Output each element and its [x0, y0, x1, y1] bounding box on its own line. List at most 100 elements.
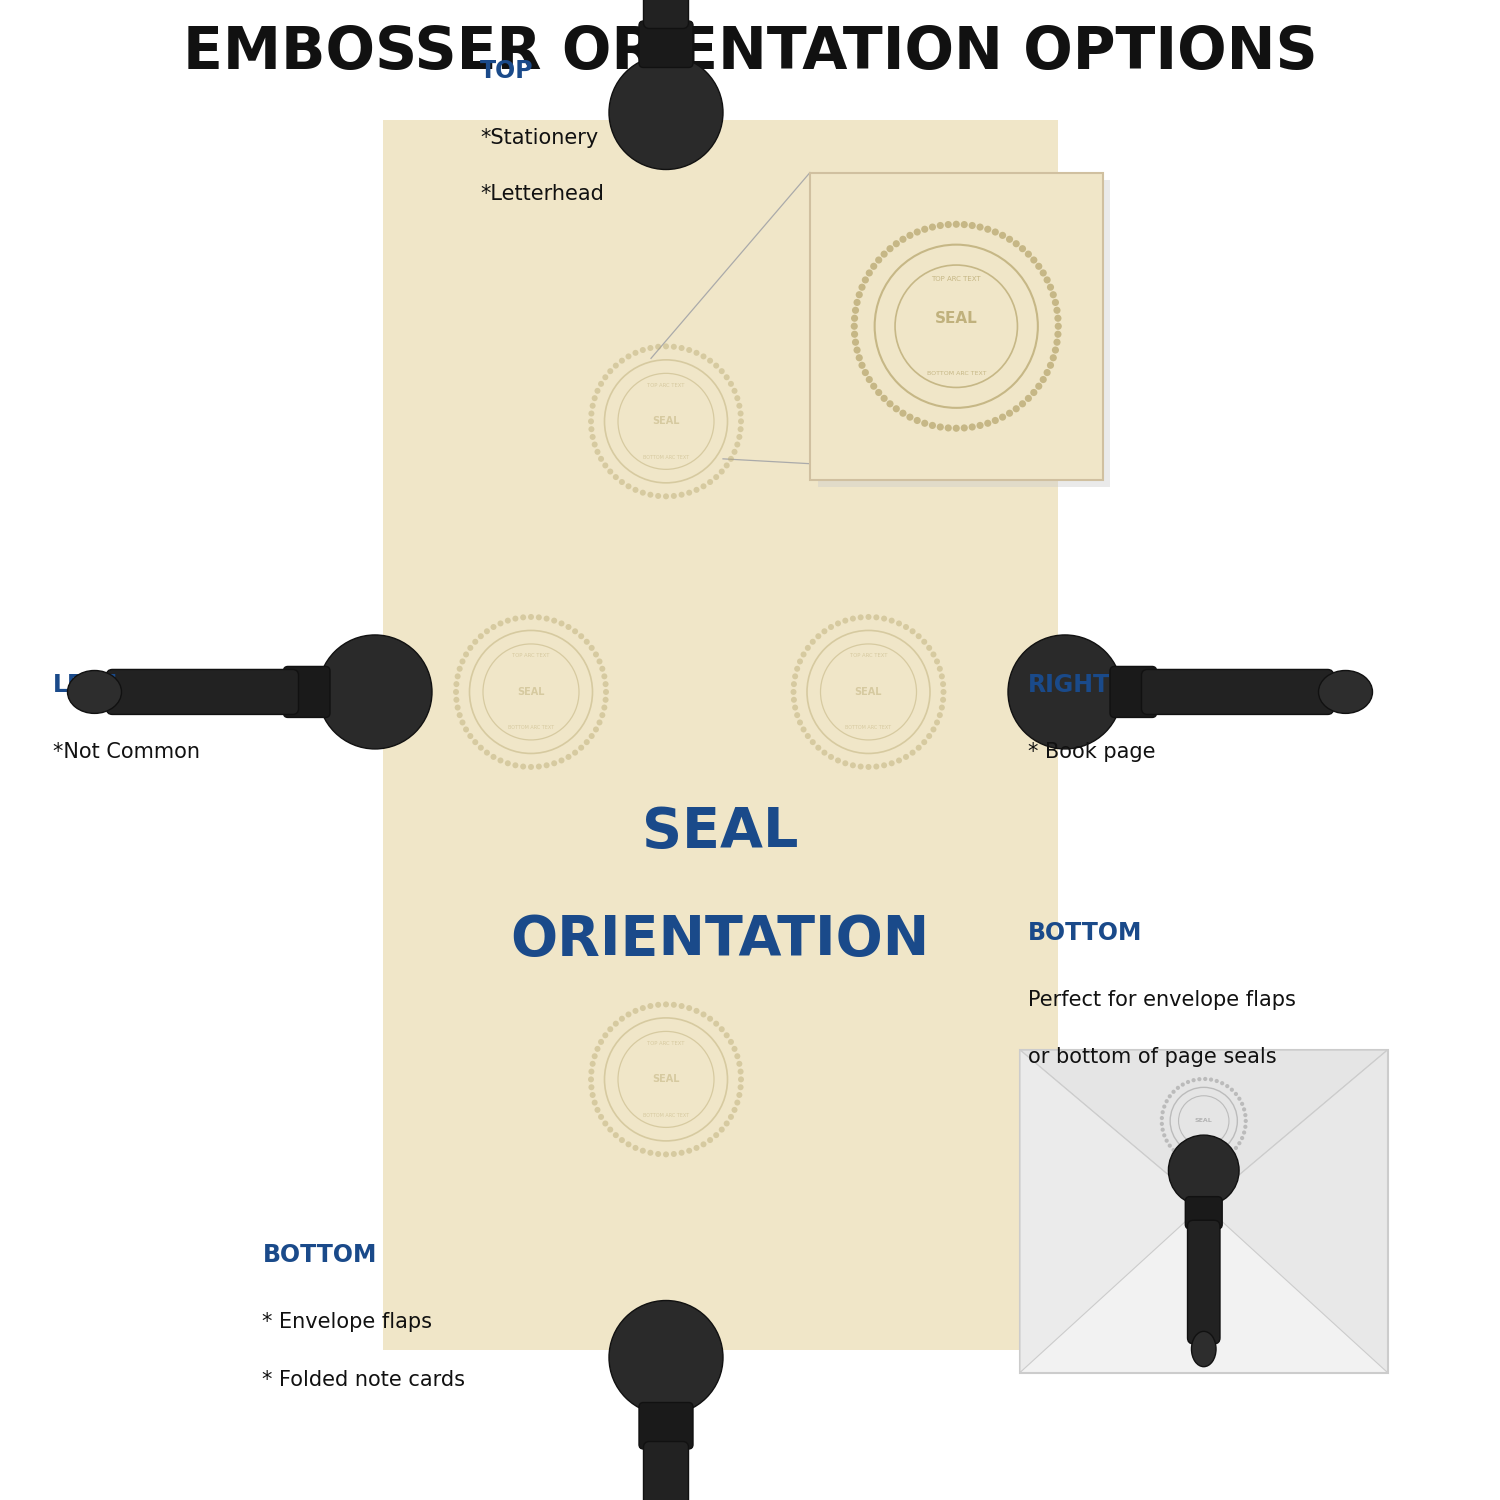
Circle shape	[686, 1148, 692, 1154]
Polygon shape	[1020, 1050, 1388, 1205]
Circle shape	[1024, 251, 1032, 258]
Circle shape	[590, 1060, 596, 1066]
Circle shape	[790, 698, 796, 703]
Circle shape	[738, 411, 744, 417]
Circle shape	[852, 306, 859, 314]
Circle shape	[706, 1016, 712, 1022]
Circle shape	[1180, 1155, 1185, 1160]
Circle shape	[1234, 1092, 1238, 1096]
Circle shape	[738, 1077, 744, 1083]
Circle shape	[614, 474, 620, 480]
Circle shape	[590, 404, 596, 410]
Circle shape	[732, 388, 738, 394]
Circle shape	[858, 764, 864, 770]
Text: EMBOSSER ORIENTATION OPTIONS: EMBOSSER ORIENTATION OPTIONS	[183, 24, 1317, 81]
Circle shape	[1161, 1110, 1166, 1114]
Circle shape	[735, 1100, 741, 1106]
Text: SEAL: SEAL	[652, 417, 680, 426]
Circle shape	[603, 375, 609, 381]
Circle shape	[670, 1002, 676, 1008]
Text: BOTTOM: BOTTOM	[1028, 921, 1142, 945]
Circle shape	[663, 1002, 669, 1008]
Circle shape	[914, 417, 921, 424]
Circle shape	[700, 354, 706, 360]
Circle shape	[732, 448, 738, 454]
Text: * Envelope flaps: * Envelope flaps	[262, 1312, 432, 1332]
Circle shape	[900, 236, 906, 243]
Text: SEAL: SEAL	[652, 1074, 680, 1084]
Circle shape	[588, 734, 594, 740]
Circle shape	[880, 251, 888, 258]
Circle shape	[969, 222, 976, 230]
Circle shape	[928, 224, 936, 231]
Circle shape	[670, 494, 676, 500]
Circle shape	[478, 633, 484, 639]
Circle shape	[1168, 1136, 1239, 1206]
Circle shape	[1162, 1104, 1167, 1108]
Circle shape	[926, 645, 932, 651]
Circle shape	[603, 1120, 609, 1126]
Circle shape	[850, 315, 858, 322]
Circle shape	[1167, 1143, 1172, 1148]
Circle shape	[584, 740, 590, 746]
Circle shape	[892, 240, 900, 248]
Circle shape	[850, 322, 858, 330]
Circle shape	[794, 666, 800, 672]
Circle shape	[735, 441, 741, 447]
Circle shape	[909, 628, 915, 634]
Circle shape	[976, 224, 984, 231]
Circle shape	[736, 433, 742, 439]
Circle shape	[1052, 346, 1059, 354]
Text: TOP ARC TEXT: TOP ARC TEXT	[849, 654, 886, 658]
Circle shape	[1160, 1116, 1164, 1120]
Circle shape	[513, 615, 519, 621]
Text: BOTTOM ARC TEXT: BOTTOM ARC TEXT	[644, 454, 688, 460]
Circle shape	[1234, 1146, 1238, 1150]
Circle shape	[603, 681, 609, 687]
Text: *Not Common: *Not Common	[53, 742, 200, 762]
Circle shape	[926, 734, 932, 740]
Circle shape	[603, 698, 609, 703]
Circle shape	[999, 232, 1006, 238]
Circle shape	[663, 344, 669, 350]
Circle shape	[464, 726, 470, 732]
FancyBboxPatch shape	[818, 180, 1110, 488]
Circle shape	[498, 621, 504, 627]
Circle shape	[686, 346, 692, 352]
Circle shape	[792, 705, 798, 711]
Circle shape	[801, 651, 807, 657]
Circle shape	[558, 621, 564, 627]
Circle shape	[1244, 1113, 1248, 1118]
FancyBboxPatch shape	[644, 1442, 688, 1500]
Circle shape	[852, 339, 859, 346]
Circle shape	[790, 688, 796, 694]
Circle shape	[865, 270, 873, 276]
Circle shape	[1044, 369, 1050, 376]
Text: BOTTOM ARC TEXT: BOTTOM ARC TEXT	[846, 726, 891, 730]
Circle shape	[738, 1084, 744, 1090]
Circle shape	[536, 764, 542, 770]
Circle shape	[843, 618, 849, 624]
Circle shape	[558, 758, 564, 764]
Circle shape	[886, 244, 894, 252]
Circle shape	[1240, 1136, 1244, 1140]
Circle shape	[874, 388, 882, 396]
Circle shape	[468, 645, 474, 651]
Circle shape	[706, 357, 712, 363]
Circle shape	[1226, 1154, 1230, 1158]
Circle shape	[870, 262, 877, 270]
Circle shape	[1209, 1077, 1214, 1082]
Circle shape	[865, 376, 873, 382]
Circle shape	[459, 658, 465, 664]
FancyBboxPatch shape	[639, 1402, 693, 1449]
Circle shape	[459, 720, 465, 726]
Circle shape	[796, 658, 802, 664]
Circle shape	[453, 698, 459, 703]
Circle shape	[903, 624, 909, 630]
Text: BOTTOM ARC TEXT: BOTTOM ARC TEXT	[509, 726, 554, 730]
Circle shape	[490, 754, 496, 760]
Circle shape	[794, 712, 800, 718]
Circle shape	[594, 1107, 600, 1113]
Circle shape	[578, 744, 584, 750]
Circle shape	[976, 422, 984, 429]
